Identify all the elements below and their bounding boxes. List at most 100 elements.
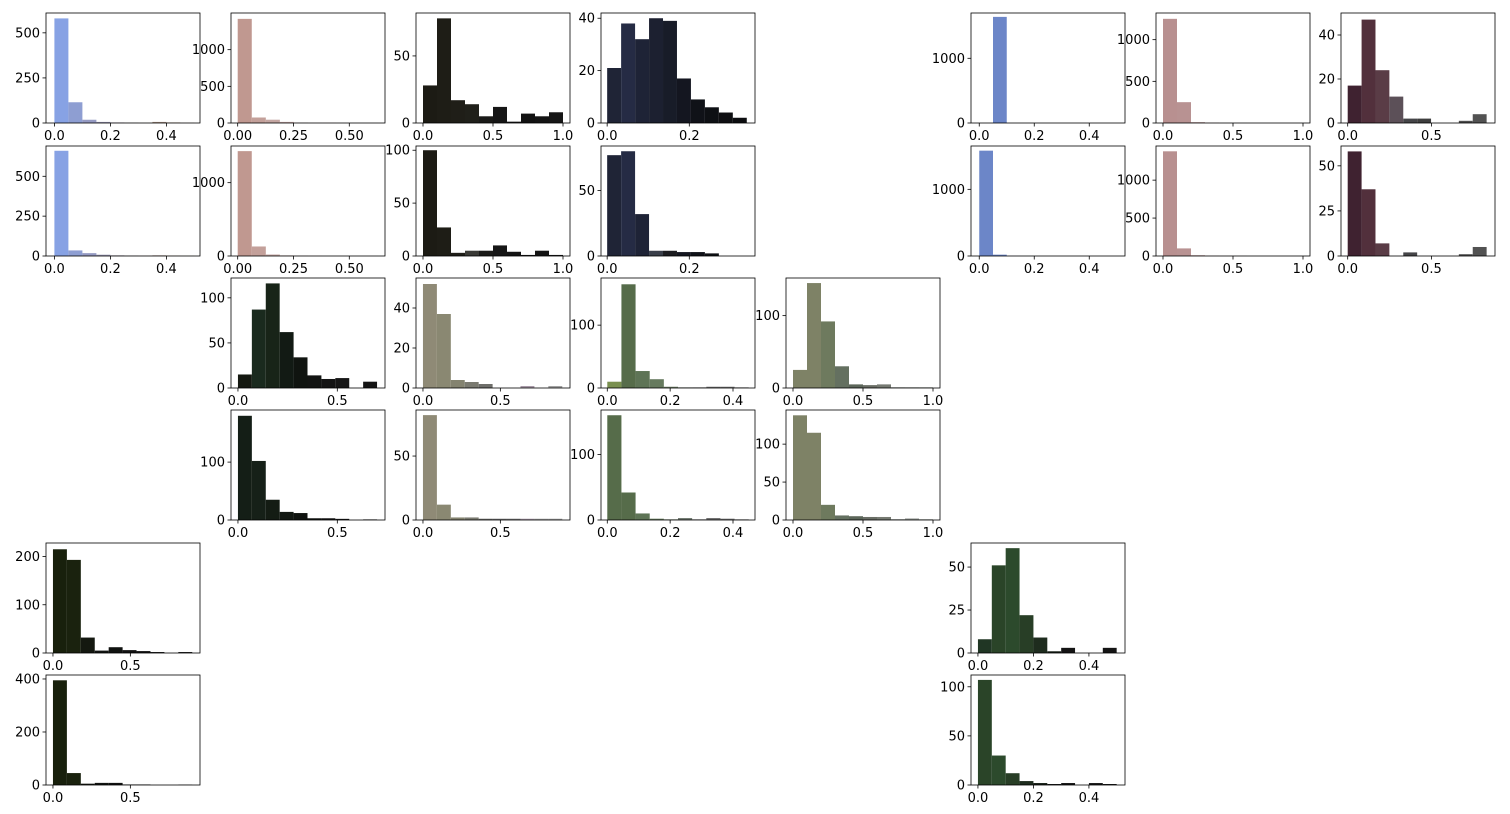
histogram-bar: [68, 250, 83, 256]
histogram-bar: [94, 782, 109, 785]
histogram-bar: [835, 366, 849, 388]
histogram-bar: [521, 113, 535, 123]
histogram-bar: [293, 357, 308, 388]
x-tick-label: 0.2: [100, 129, 121, 144]
histogram-panel: 0.00 0.25 0.50 0 500 1000: [192, 12, 386, 144]
axes-frame: [45, 145, 201, 257]
y-tick-label: 0: [772, 514, 780, 529]
histogram-bar: [993, 254, 1007, 256]
y-tick-label: 0: [957, 250, 965, 265]
y-tick-label: 200: [15, 550, 40, 565]
histogram-bar: [663, 20, 677, 123]
x-tick-label: 0.0: [968, 791, 989, 806]
y-tick-label: 20: [393, 342, 410, 357]
histogram-bar: [479, 116, 493, 123]
axes-frame: [600, 277, 756, 389]
histogram-bar: [52, 549, 67, 653]
x-tick-label: 0.0: [1337, 262, 1358, 277]
axes-frame: [1155, 145, 1311, 257]
histogram-bar: [676, 252, 691, 256]
x-tick-label: 0.4: [1079, 129, 1100, 144]
histogram-bar: [849, 516, 863, 520]
histogram-bar: [279, 332, 294, 388]
histogram-bar: [535, 250, 549, 256]
histogram-bar: [1347, 151, 1362, 256]
histogram-panel: 0.0 0.5 0 25 50: [1318, 145, 1496, 277]
y-tick-label: 0: [32, 647, 40, 662]
histogram-bar: [1102, 647, 1117, 653]
histogram-panel: 0.0 0.2 0 20 40: [578, 12, 756, 144]
x-tick-label: 0.0: [1153, 129, 1174, 144]
histogram-panel: 0.0 0.2 0.4 0 50 100: [940, 674, 1126, 806]
histogram-bar: [635, 371, 650, 388]
histogram-bar: [493, 106, 507, 123]
y-tick-label: 0: [1327, 250, 1335, 265]
histogram-bar: [1403, 252, 1418, 256]
histogram-bar: [877, 516, 891, 520]
x-tick-label: 0.0: [413, 394, 434, 409]
histogram-bar: [122, 650, 137, 653]
histogram-bar: [307, 375, 322, 388]
histogram-panel: 0.00 0.25 0.50 0 1000: [192, 145, 386, 277]
histogram-bar: [991, 755, 1006, 785]
histogram-bar: [732, 117, 747, 123]
histogram-bar: [793, 415, 807, 520]
y-tick-label: 500: [1125, 212, 1150, 227]
y-tick-label: 0: [587, 117, 595, 132]
histogram-panel: 0.0 0.5 1.0 0 500 1000: [1117, 145, 1313, 277]
histogram-bar: [1033, 783, 1048, 785]
y-tick-label: 0: [772, 382, 780, 397]
histogram-bar: [450, 380, 465, 388]
histogram-panel: 0.0 0.5 0 50: [393, 409, 571, 541]
histogram-bar: [621, 492, 636, 520]
y-tick-label: 1000: [932, 183, 965, 198]
histogram-bar: [422, 415, 437, 520]
histogram-panel: 0.0 0.5 1.0 0 50 100: [755, 409, 943, 541]
x-tick-label: 0.2: [1024, 262, 1045, 277]
axes-frame: [230, 145, 386, 257]
histogram-bar: [464, 517, 479, 520]
x-tick-label: 0.0: [228, 394, 249, 409]
y-tick-label: 40: [578, 12, 595, 27]
histogram-bar: [136, 651, 151, 653]
axes-frame: [45, 12, 201, 124]
histogram-bar: [321, 518, 336, 520]
histogram-bar: [507, 121, 521, 123]
histogram-bar: [621, 151, 636, 256]
y-tick-label: 50: [393, 197, 410, 212]
y-tick-label: 100: [940, 680, 965, 695]
histogram-bar: [1005, 548, 1020, 653]
y-tick-label: 0: [32, 117, 40, 132]
histogram-panel: 0.0 0.2 0.4 0 1000: [932, 145, 1126, 277]
histogram-bar: [437, 227, 451, 256]
y-tick-label: 50: [1318, 159, 1335, 174]
x-tick-label: 0.5: [483, 262, 504, 277]
y-tick-label: 0: [402, 382, 410, 397]
y-tick-label: 50: [208, 336, 225, 351]
x-tick-label: 0.50: [335, 262, 364, 277]
histogram-bar: [534, 518, 549, 520]
histogram-bar: [977, 639, 992, 653]
x-tick-label: 0.2: [1024, 129, 1045, 144]
histogram-bar: [178, 652, 193, 653]
x-tick-label: 0.4: [156, 262, 177, 277]
histogram-bar: [704, 253, 719, 256]
y-tick-label: 0: [957, 117, 965, 132]
histogram-panel: 0.0 0.5 1.0 0 50 100: [385, 144, 573, 277]
histogram-bar: [635, 214, 650, 256]
histogram-bar: [237, 151, 252, 256]
axes-frame: [230, 277, 386, 389]
histogram-bar: [690, 252, 705, 256]
axes-frame: [45, 542, 201, 654]
histogram-bar: [793, 369, 807, 388]
y-tick-label: 100: [15, 598, 40, 613]
histogram-panel: 0.0 0.2 0.4 0 250 500: [15, 12, 201, 144]
histogram-bar: [521, 254, 535, 256]
histogram-bar: [863, 385, 877, 388]
histogram-bar: [436, 314, 451, 388]
histogram-bar: [423, 85, 437, 123]
histogram-bar: [621, 284, 636, 388]
y-tick-label: 1000: [1117, 33, 1150, 48]
histogram-panel: 0.0 0.5 1.0 0 500 1000: [1117, 12, 1313, 144]
y-tick-label: 50: [393, 49, 410, 64]
